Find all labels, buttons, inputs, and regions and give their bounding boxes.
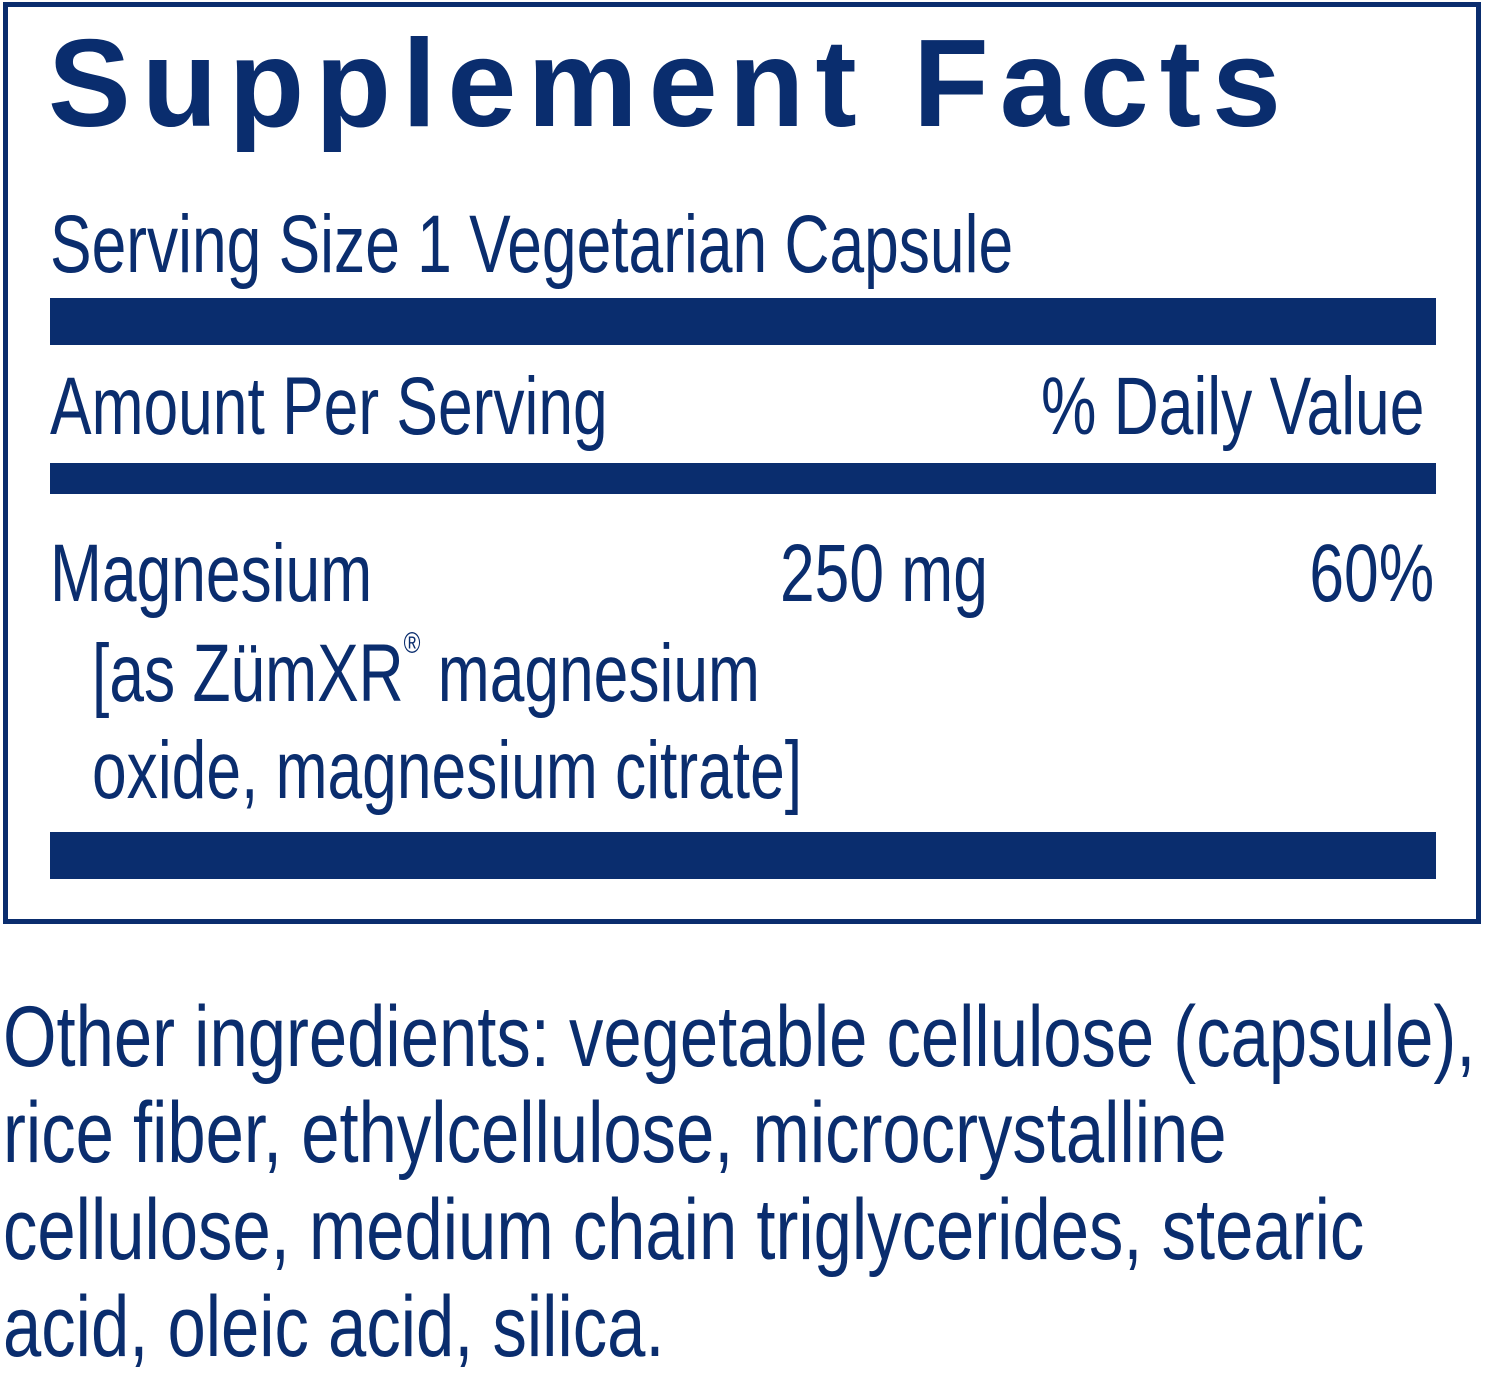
- divider-thick: [50, 298, 1436, 345]
- nutrient-dv: 60%: [1309, 528, 1434, 619]
- panel-title: Supplement Facts: [48, 15, 1292, 153]
- amount-per-serving-header: Amount Per Serving: [50, 361, 608, 452]
- other-ingredients-line: cellulose, medium chain triglycerides, s…: [3, 1182, 1365, 1278]
- supplement-facts-panel: [3, 2, 1481, 924]
- nutrient-source-line-2: oxide, magnesium citrate]: [92, 725, 803, 816]
- source-text: [as ZümXR: [92, 628, 404, 719]
- serving-size: Serving Size 1 Vegetarian Capsule: [50, 199, 1014, 290]
- nutrient-source-line-1: [as ZümXR® magnesium: [92, 629, 760, 715]
- source-text: magnesium: [420, 628, 760, 719]
- registered-mark: ®: [403, 627, 421, 660]
- nutrient-amount: 250 mg: [780, 528, 988, 619]
- daily-value-header: % Daily Value: [1040, 361, 1424, 452]
- other-ingredients-line: Other ingredients: vegetable cellulose (…: [3, 989, 1476, 1085]
- other-ingredients-line: acid, oleic acid, silica.: [3, 1279, 665, 1375]
- nutrient-name: Magnesium: [50, 528, 373, 619]
- divider-thick-bottom: [50, 832, 1436, 879]
- divider-medium: [50, 463, 1436, 494]
- other-ingredients-line: rice fiber, ethylcellulose, microcrystal…: [3, 1085, 1227, 1181]
